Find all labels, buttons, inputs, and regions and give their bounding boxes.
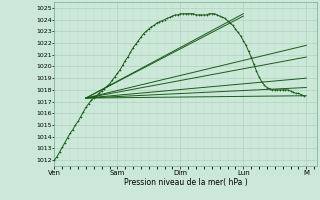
X-axis label: Pression niveau de la mer( hPa ): Pression niveau de la mer( hPa )	[124, 178, 247, 187]
